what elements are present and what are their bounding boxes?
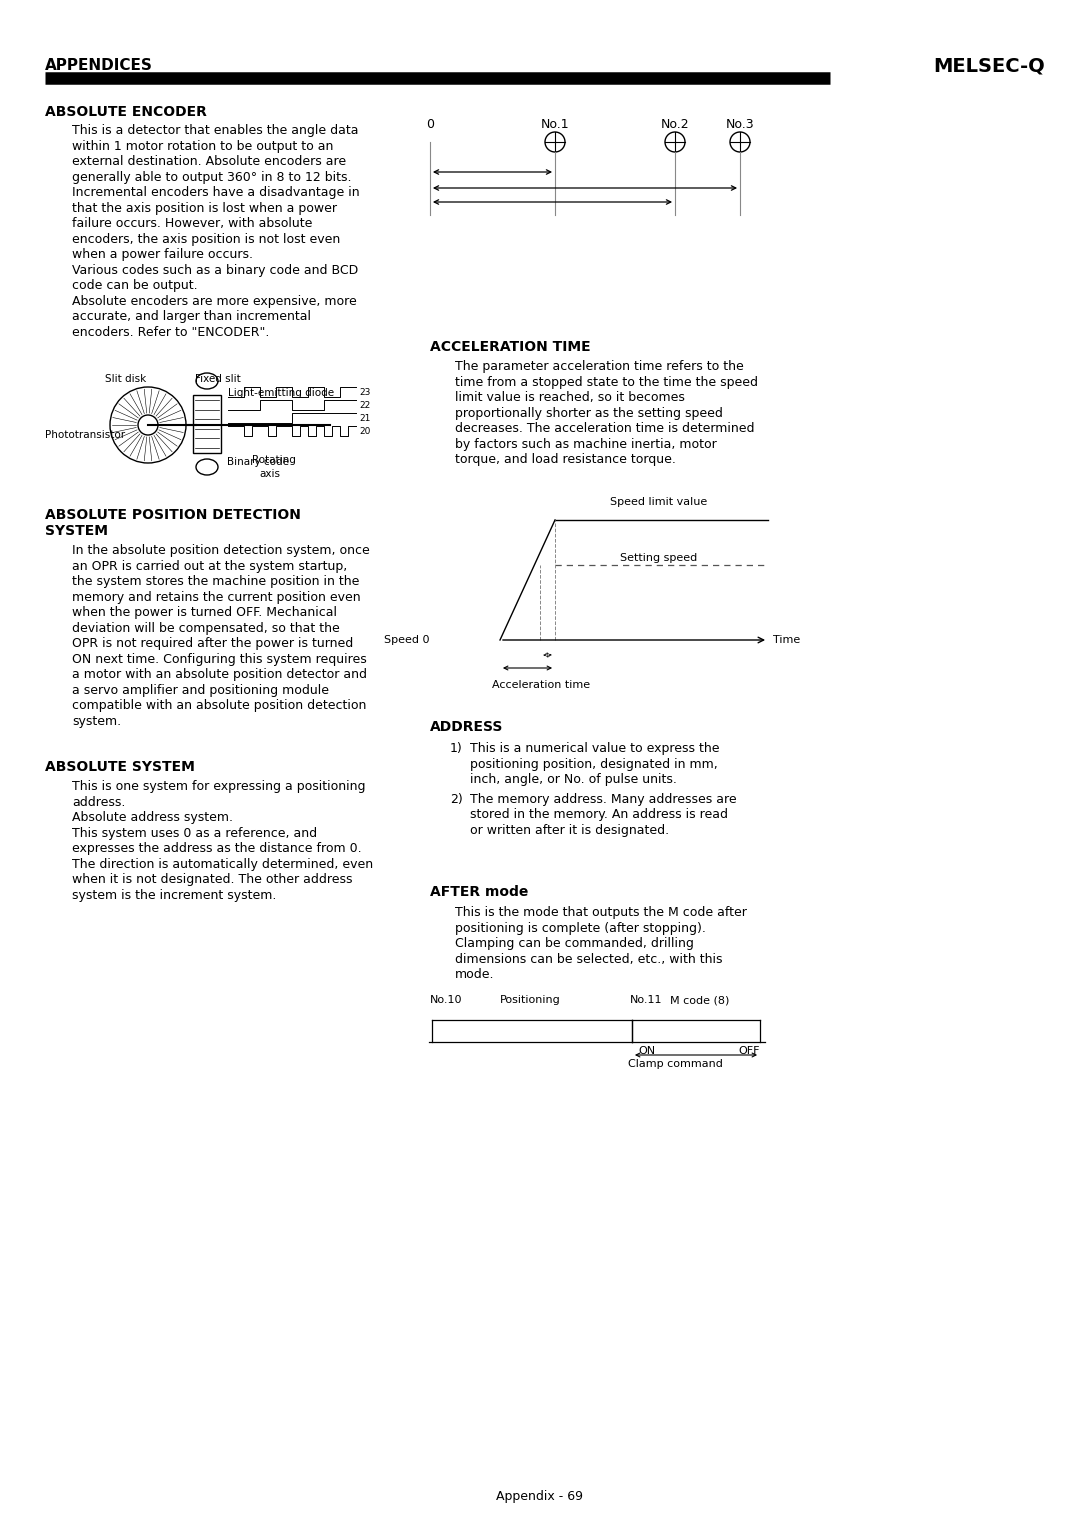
Text: Binary code: Binary code <box>227 457 289 468</box>
Text: No.3: No.3 <box>726 118 754 131</box>
Text: inch, angle, or No. of pulse units.: inch, angle, or No. of pulse units. <box>470 773 677 785</box>
Text: Appendix - 69: Appendix - 69 <box>497 1490 583 1504</box>
Text: the system stores the machine position in the: the system stores the machine position i… <box>72 575 360 588</box>
Text: a servo amplifier and positioning module: a servo amplifier and positioning module <box>72 683 329 697</box>
Text: The parameter acceleration time refers to the: The parameter acceleration time refers t… <box>455 361 744 373</box>
Text: torque, and load resistance torque.: torque, and load resistance torque. <box>455 452 676 466</box>
Text: 21: 21 <box>359 414 370 423</box>
Text: mode.: mode. <box>455 969 495 981</box>
Text: failure occurs. However, with absolute: failure occurs. However, with absolute <box>72 217 312 231</box>
Text: time from a stopped state to the time the speed: time from a stopped state to the time th… <box>455 376 758 388</box>
Text: 2): 2) <box>450 793 462 805</box>
Text: No.2: No.2 <box>661 118 689 131</box>
Text: M code (8): M code (8) <box>670 995 729 1005</box>
Text: No.10: No.10 <box>430 995 462 1005</box>
Text: Absolute encoders are more expensive, more: Absolute encoders are more expensive, mo… <box>72 295 356 307</box>
Text: encoders, the axis position is not lost even: encoders, the axis position is not lost … <box>72 232 340 246</box>
Bar <box>193 396 221 452</box>
Text: Clamping can be commanded, drilling: Clamping can be commanded, drilling <box>455 937 693 950</box>
Text: address.: address. <box>72 796 125 808</box>
Text: expresses the address as the distance from 0.: expresses the address as the distance fr… <box>72 842 362 856</box>
Text: by factors such as machine inertia, motor: by factors such as machine inertia, moto… <box>455 437 717 451</box>
Text: This is a detector that enables the angle data: This is a detector that enables the angl… <box>72 124 359 138</box>
Text: compatible with an absolute position detection: compatible with an absolute position det… <box>72 698 366 712</box>
Text: This is a numerical value to express the: This is a numerical value to express the <box>470 743 719 755</box>
Text: 0: 0 <box>426 118 434 131</box>
Text: an OPR is carried out at the system startup,: an OPR is carried out at the system star… <box>72 559 348 573</box>
Text: Speed limit value: Speed limit value <box>610 497 707 507</box>
Text: No.1: No.1 <box>541 118 569 131</box>
Text: Slit disk: Slit disk <box>105 374 146 384</box>
Text: Time: Time <box>773 636 800 645</box>
Text: Acceleration time: Acceleration time <box>492 680 590 691</box>
Text: memory and retains the current position even: memory and retains the current position … <box>72 590 361 604</box>
Text: when a power failure occurs.: when a power failure occurs. <box>72 248 253 261</box>
Text: dimensions can be selected, etc., with this: dimensions can be selected, etc., with t… <box>455 952 723 966</box>
Text: stored in the memory. An address is read: stored in the memory. An address is read <box>470 808 728 821</box>
Text: Rotating: Rotating <box>252 455 296 465</box>
Text: In the absolute position detection system, once: In the absolute position detection syste… <box>72 544 369 558</box>
Text: ON next time. Configuring this system requires: ON next time. Configuring this system re… <box>72 652 367 666</box>
Text: This system uses 0 as a reference, and: This system uses 0 as a reference, and <box>72 827 318 839</box>
Text: ADDRESS: ADDRESS <box>430 720 503 733</box>
Text: Absolute address system.: Absolute address system. <box>72 811 233 824</box>
Text: limit value is reached, so it becomes: limit value is reached, so it becomes <box>455 391 685 403</box>
Text: Positioning: Positioning <box>500 995 561 1005</box>
Text: Speed 0: Speed 0 <box>384 636 430 645</box>
Text: ABSOLUTE SYSTEM: ABSOLUTE SYSTEM <box>45 759 194 775</box>
Text: Various codes such as a binary code and BCD: Various codes such as a binary code and … <box>72 263 359 277</box>
Text: when the power is turned OFF. Mechanical: when the power is turned OFF. Mechanical <box>72 607 337 619</box>
Text: deviation will be compensated, so that the: deviation will be compensated, so that t… <box>72 622 340 634</box>
Text: ABSOLUTE POSITION DETECTION: ABSOLUTE POSITION DETECTION <box>45 507 301 523</box>
Text: 1): 1) <box>450 743 462 755</box>
Text: Setting speed: Setting speed <box>620 553 698 562</box>
Text: when it is not designated. The other address: when it is not designated. The other add… <box>72 872 352 886</box>
Text: that the axis position is lost when a power: that the axis position is lost when a po… <box>72 202 337 214</box>
Text: 20: 20 <box>359 426 370 435</box>
Text: external destination. Absolute encoders are: external destination. Absolute encoders … <box>72 154 346 168</box>
Text: The memory address. Many addresses are: The memory address. Many addresses are <box>470 793 737 805</box>
Text: ACCELERATION TIME: ACCELERATION TIME <box>430 341 591 354</box>
Text: positioning position, designated in mm,: positioning position, designated in mm, <box>470 758 718 770</box>
Text: or written after it is designated.: or written after it is designated. <box>470 824 670 836</box>
Text: SYSTEM: SYSTEM <box>45 524 108 538</box>
Text: No.11: No.11 <box>630 995 662 1005</box>
Text: system is the increment system.: system is the increment system. <box>72 888 276 902</box>
Text: Clamp command: Clamp command <box>627 1059 723 1070</box>
Text: OFF: OFF <box>738 1047 759 1056</box>
Text: ON: ON <box>638 1047 656 1056</box>
Text: a motor with an absolute position detector and: a motor with an absolute position detect… <box>72 668 367 681</box>
Text: 22: 22 <box>359 400 370 410</box>
Text: axis: axis <box>259 469 280 478</box>
Text: Phototransistor: Phototransistor <box>45 429 125 440</box>
Text: ABSOLUTE ENCODER: ABSOLUTE ENCODER <box>45 105 207 119</box>
Text: code can be output.: code can be output. <box>72 280 198 292</box>
Text: 23: 23 <box>359 388 370 396</box>
Text: Incremental encoders have a disadvantage in: Incremental encoders have a disadvantage… <box>72 186 360 199</box>
Text: This is one system for expressing a positioning: This is one system for expressing a posi… <box>72 779 365 793</box>
Text: Fixed slit: Fixed slit <box>195 374 241 384</box>
Text: This is the mode that outputs the M code after: This is the mode that outputs the M code… <box>455 906 747 918</box>
Text: encoders. Refer to "ENCODER".: encoders. Refer to "ENCODER". <box>72 325 269 339</box>
Text: within 1 motor rotation to be output to an: within 1 motor rotation to be output to … <box>72 139 334 153</box>
Text: positioning is complete (after stopping).: positioning is complete (after stopping)… <box>455 921 706 935</box>
Text: generally able to output 360° in 8 to 12 bits.: generally able to output 360° in 8 to 12… <box>72 171 351 183</box>
Text: accurate, and larger than incremental: accurate, and larger than incremental <box>72 310 311 322</box>
Text: system.: system. <box>72 715 121 727</box>
Text: decreases. The acceleration time is determined: decreases. The acceleration time is dete… <box>455 422 755 435</box>
Text: APPENDICES: APPENDICES <box>45 58 153 73</box>
Text: AFTER mode: AFTER mode <box>430 885 528 898</box>
Text: OPR is not required after the power is turned: OPR is not required after the power is t… <box>72 637 353 649</box>
Text: MELSEC-Q: MELSEC-Q <box>933 57 1045 75</box>
Text: Light-emitting diode: Light-emitting diode <box>228 388 334 397</box>
Text: proportionally shorter as the setting speed: proportionally shorter as the setting sp… <box>455 406 723 420</box>
Text: The direction is automatically determined, even: The direction is automatically determine… <box>72 857 373 871</box>
